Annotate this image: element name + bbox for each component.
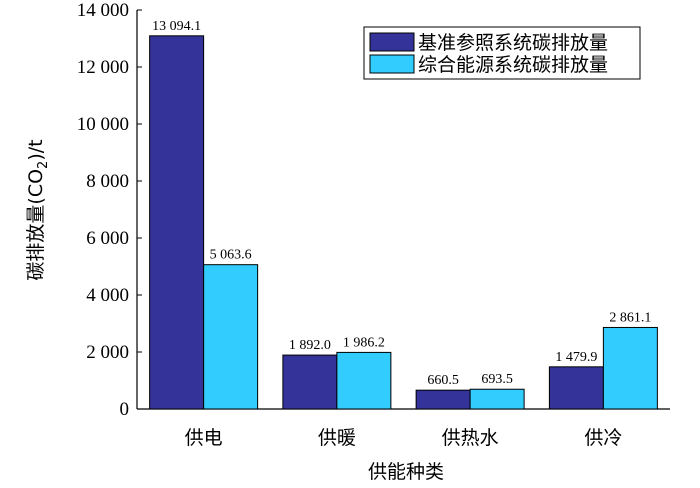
y-tick-label: 8 000 bbox=[86, 171, 129, 192]
y-axis-title-main: 碳排放量(CO bbox=[25, 169, 47, 281]
y-tick-label: 2 000 bbox=[86, 342, 129, 363]
bar-value-label: 1 892.0 bbox=[289, 338, 331, 353]
bar-series-2-3 bbox=[469, 388, 525, 410]
y-axis-title: 碳排放量(CO2)/t bbox=[25, 139, 51, 280]
x-category-label: 供冷 bbox=[584, 427, 622, 449]
y-tick-label: 10 000 bbox=[77, 114, 129, 135]
bar-value-label: 5 063.6 bbox=[210, 248, 252, 263]
legend-swatch-series-2 bbox=[369, 54, 415, 74]
y-tick-label: 0 bbox=[120, 399, 130, 420]
bar-series-1-2 bbox=[282, 354, 338, 410]
bars bbox=[149, 35, 658, 410]
bar-value-label: 660.5 bbox=[427, 373, 459, 388]
legend: 基准参照系统碳排放量 综合能源系统碳排放量 bbox=[363, 26, 641, 80]
x-category-label: 供热水 bbox=[442, 427, 499, 449]
legend-label-series-2: 综合能源系统碳排放量 bbox=[418, 54, 608, 76]
y-tick-label: 4 000 bbox=[86, 285, 129, 306]
y-axis-title-subscript: 2 bbox=[36, 161, 51, 169]
bar-value-label: 1 986.2 bbox=[343, 335, 385, 350]
bar-series-1-1 bbox=[149, 35, 205, 410]
bar-value-label: 2 861.1 bbox=[609, 310, 651, 325]
y-tick-label: 14 000 bbox=[77, 0, 129, 21]
y-axis-ticks: 0 2 000 4 000 6 000 8 000 10 000 12 000 14 000 bbox=[77, 0, 142, 420]
bar-series-2-1 bbox=[203, 264, 259, 410]
x-category-label: 供暖 bbox=[318, 427, 356, 449]
bar-series-1-3 bbox=[415, 389, 471, 410]
bar-series-1-4 bbox=[548, 366, 604, 410]
y-axis-title-end: )/t bbox=[25, 139, 47, 160]
bar-value-label: 693.5 bbox=[481, 372, 513, 387]
bar-data-labels: 13 094.1 5 063.6 1 892.0 1 986.2 660.5 693.5 1… bbox=[152, 19, 651, 388]
x-axis-categories: 供电 供暖 供热水 供冷 bbox=[185, 427, 623, 449]
y-tick-label: 12 000 bbox=[77, 57, 129, 78]
legend-swatch-series-1 bbox=[369, 32, 415, 52]
legend-label-series-1: 基准参照系统碳排放量 bbox=[418, 32, 608, 54]
bar-value-label: 13 094.1 bbox=[152, 19, 201, 34]
x-axis-title: 供能种类 bbox=[368, 461, 444, 483]
x-category-label: 供电 bbox=[185, 427, 223, 449]
bar-series-2-4 bbox=[602, 326, 658, 410]
bar-series-2-2 bbox=[336, 351, 392, 410]
bar-value-label: 1 479.9 bbox=[555, 350, 597, 365]
y-tick-label: 6 000 bbox=[86, 228, 129, 249]
